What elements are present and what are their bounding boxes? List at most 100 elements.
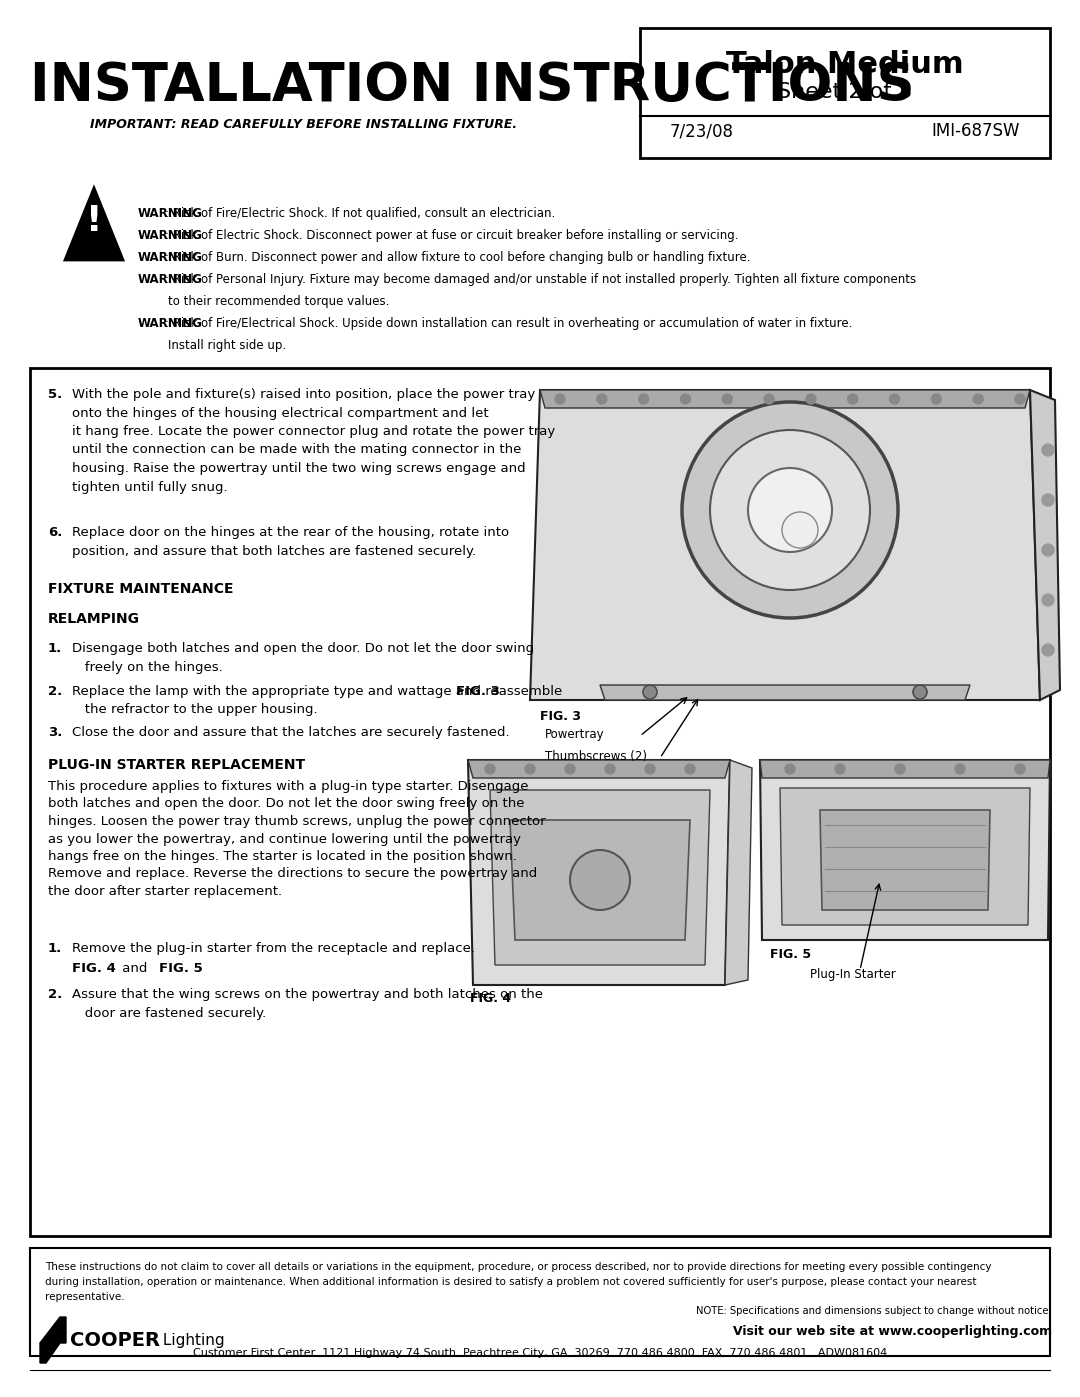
Text: Sheet 2 of 3: Sheet 2 of 3 (778, 82, 913, 102)
Text: WARNING: WARNING (138, 229, 203, 242)
Polygon shape (510, 820, 690, 940)
Circle shape (1015, 764, 1025, 774)
Text: FIG. 5: FIG. 5 (159, 963, 203, 975)
Text: Assure that the wing screws on the powertray and both latches on the
   door are: Assure that the wing screws on the power… (72, 988, 543, 1020)
Circle shape (525, 764, 535, 774)
Text: COOPER: COOPER (70, 1330, 160, 1350)
Circle shape (782, 511, 818, 548)
Text: : Risk of Fire/Electrical Shock. Upside down installation can result in overheat: : Risk of Fire/Electrical Shock. Upside … (165, 317, 852, 330)
Circle shape (645, 764, 654, 774)
Circle shape (680, 394, 690, 404)
Text: FIG. 4: FIG. 4 (470, 992, 511, 1004)
Text: to their recommended torque values.: to their recommended torque values. (138, 295, 390, 307)
Circle shape (565, 764, 575, 774)
Text: 1.: 1. (48, 942, 63, 956)
Text: Install right side up.: Install right side up. (138, 339, 286, 352)
Circle shape (913, 685, 927, 698)
Polygon shape (540, 390, 1030, 408)
Text: !: ! (85, 204, 103, 237)
Text: : Risk of Fire/Electric Shock. If not qualified, consult an electrician.: : Risk of Fire/Electric Shock. If not qu… (165, 207, 555, 219)
Text: Talon Medium: Talon Medium (726, 50, 963, 80)
Text: 2.: 2. (48, 685, 63, 698)
Polygon shape (490, 789, 710, 965)
Circle shape (955, 764, 966, 774)
Circle shape (748, 468, 832, 552)
Polygon shape (780, 788, 1030, 925)
Polygon shape (600, 685, 970, 700)
Polygon shape (760, 760, 1050, 778)
Circle shape (973, 394, 983, 404)
Circle shape (685, 764, 696, 774)
Text: 2.: 2. (48, 988, 63, 1002)
Text: Visit our web site at www.cooperlighting.com: Visit our web site at www.cooperlighting… (733, 1324, 1052, 1338)
Text: Replace door on the hinges at the rear of the housing, rotate into
position, and: Replace door on the hinges at the rear o… (72, 527, 509, 557)
Text: FIG. 4: FIG. 4 (72, 963, 116, 975)
Circle shape (570, 849, 630, 909)
Text: Customer First Center  1121 Highway 74 South  Peachtree City, GA  30269  770.486: Customer First Center 1121 Highway 74 So… (193, 1348, 887, 1358)
Polygon shape (1030, 390, 1059, 700)
Text: : Risk of Electric Shock. Disconnect power at fuse or circuit breaker before ins: : Risk of Electric Shock. Disconnect pow… (165, 229, 739, 242)
Circle shape (597, 394, 607, 404)
Text: INSTALLATION INSTRUCTIONS: INSTALLATION INSTRUCTIONS (30, 60, 915, 112)
Polygon shape (760, 760, 1050, 940)
Text: PLUG-IN STARTER REPLACEMENT: PLUG-IN STARTER REPLACEMENT (48, 759, 306, 773)
Circle shape (555, 394, 565, 404)
Text: These instructions do not claim to cover all details or variations in the equipm: These instructions do not claim to cover… (45, 1261, 991, 1302)
Circle shape (681, 402, 897, 617)
Circle shape (785, 764, 795, 774)
Text: Powertray: Powertray (545, 728, 605, 740)
Circle shape (1015, 394, 1025, 404)
Circle shape (1042, 594, 1054, 606)
Text: Close the door and assure that the latches are securely fastened.: Close the door and assure that the latch… (72, 726, 510, 739)
Circle shape (890, 394, 900, 404)
Text: and: and (118, 963, 151, 975)
Circle shape (723, 394, 732, 404)
Text: NOTE: Specifications and dimensions subject to change without notice.: NOTE: Specifications and dimensions subj… (697, 1306, 1052, 1316)
Polygon shape (468, 760, 730, 985)
Text: FIXTURE MAINTENANCE: FIXTURE MAINTENANCE (48, 583, 233, 597)
Text: : Risk of Personal Injury. Fixture may become damaged and/or unstable if not ins: : Risk of Personal Injury. Fixture may b… (165, 272, 916, 286)
Text: IMI-687SW: IMI-687SW (931, 122, 1020, 140)
Circle shape (848, 394, 858, 404)
Text: This procedure applies to fixtures with a plug-in type starter. Disengage
both l: This procedure applies to fixtures with … (48, 780, 545, 898)
Text: Remove the plug-in starter from the receptacle and replace.: Remove the plug-in starter from the rece… (72, 942, 475, 956)
Circle shape (605, 764, 615, 774)
Text: Lighting: Lighting (158, 1333, 225, 1348)
Circle shape (764, 394, 774, 404)
Bar (30, 367, 1050, 1236)
Text: : Risk of Burn. Disconnect power and allow fixture to cool before changing bulb : : Risk of Burn. Disconnect power and all… (165, 251, 751, 264)
Text: FIG. 3: FIG. 3 (540, 710, 581, 724)
Polygon shape (725, 760, 752, 985)
Polygon shape (65, 189, 123, 260)
Circle shape (895, 764, 905, 774)
Text: WARNING: WARNING (138, 272, 203, 286)
Text: With the pole and fixture(s) raised into position, place the power tray
onto the: With the pole and fixture(s) raised into… (72, 388, 555, 493)
Text: 7/23/08: 7/23/08 (670, 122, 734, 140)
Circle shape (931, 394, 942, 404)
Polygon shape (530, 390, 1040, 700)
Circle shape (1042, 495, 1054, 506)
Text: IMPORTANT: READ CAREFULLY BEFORE INSTALLING FIXTURE.: IMPORTANT: READ CAREFULLY BEFORE INSTALL… (90, 117, 517, 131)
Text: WARNING: WARNING (138, 317, 203, 330)
Text: RELAMPING: RELAMPING (48, 612, 140, 626)
Circle shape (1042, 644, 1054, 657)
Polygon shape (468, 760, 730, 778)
Text: 1.: 1. (48, 643, 63, 655)
Bar (640, 28, 1050, 158)
Circle shape (835, 764, 845, 774)
Text: FIG. 3: FIG. 3 (456, 685, 500, 698)
Text: Plug-In Starter: Plug-In Starter (810, 968, 895, 981)
Circle shape (1042, 444, 1054, 455)
Text: 3.: 3. (48, 726, 63, 739)
Bar (30, 1248, 1050, 1356)
Text: FIG. 5: FIG. 5 (770, 949, 811, 961)
Circle shape (806, 394, 815, 404)
Text: Thumbscrews (2): Thumbscrews (2) (545, 750, 647, 763)
Circle shape (638, 394, 649, 404)
Text: 5.: 5. (48, 388, 63, 401)
Polygon shape (40, 1317, 66, 1363)
Circle shape (1042, 543, 1054, 556)
Polygon shape (820, 810, 990, 909)
Text: 6.: 6. (48, 527, 63, 539)
Text: Disengage both latches and open the door. Do not let the door swing
   freely on: Disengage both latches and open the door… (72, 643, 535, 673)
